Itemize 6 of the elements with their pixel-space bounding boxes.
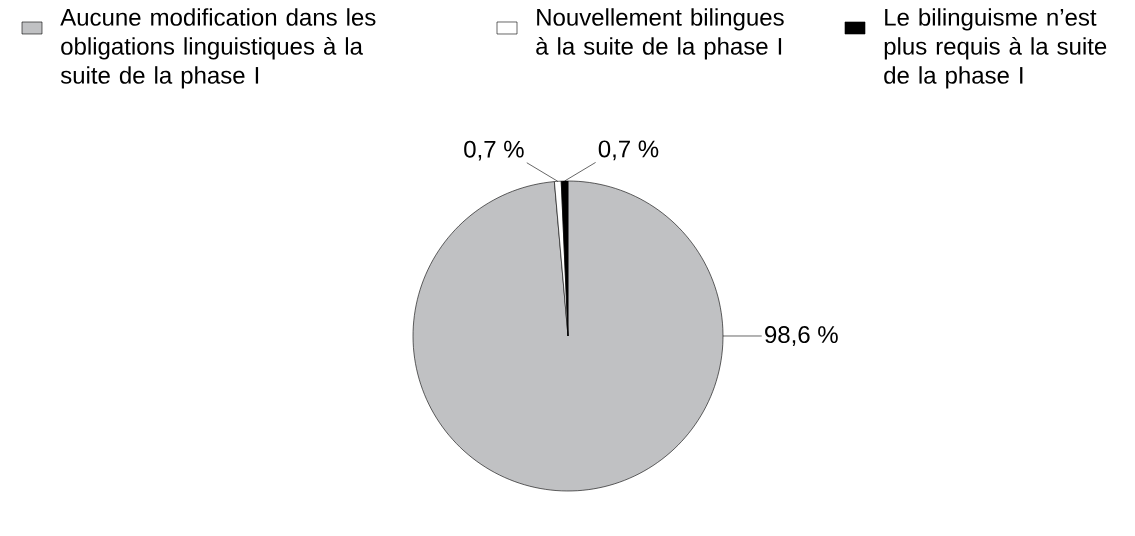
legend-label: Nouvellement bilingues à la suite de la phase I [536,8,784,60]
legend-label: Aucune modification dans les obligations linguistiques à la suite de la phase I [60,8,376,89]
data-label: 98,6 % [765,326,838,346]
data-label: 0,7 % [598,140,659,161]
legend-label: Le bilinguisme n’est plus requis à la suite de la phase I [884,8,1107,89]
data-label: 0,7 % [464,140,524,161]
